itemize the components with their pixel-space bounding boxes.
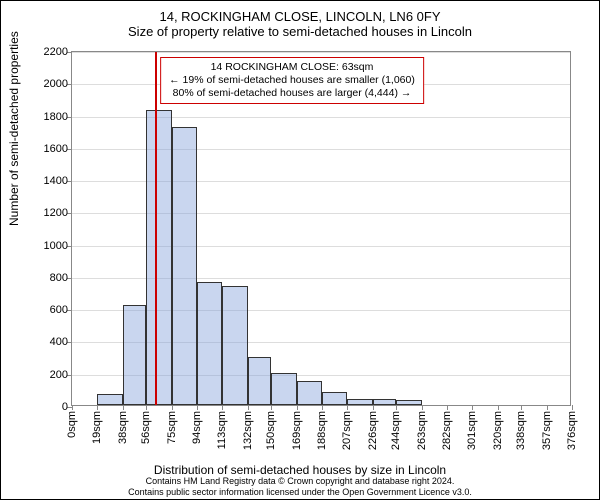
ytick-label: 1400: [44, 175, 68, 187]
xtick-label: 150sqm: [265, 411, 277, 450]
xtick-label: 0sqm: [66, 411, 78, 438]
xtick-mark: [396, 405, 397, 410]
chart-titles: 14, ROCKINGHAM CLOSE, LINCOLN, LN6 0FY S…: [1, 1, 599, 39]
xtick-mark: [373, 405, 374, 410]
xtick-mark: [172, 405, 173, 410]
xtick-label: 263sqm: [416, 411, 428, 450]
xtick-label: 169sqm: [291, 411, 303, 450]
xtick-label: 338sqm: [515, 411, 527, 450]
histogram-bar: [271, 373, 296, 405]
ytick-label: 1800: [44, 111, 68, 123]
xtick-label: 132sqm: [242, 411, 254, 450]
annotation-box: 14 ROCKINGHAM CLOSE: 63sqm← 19% of semi-…: [160, 57, 424, 104]
xtick-mark: [498, 405, 499, 410]
xtick-label: 320sqm: [492, 411, 504, 450]
ytick-label: 1000: [44, 240, 68, 252]
xtick-mark: [248, 405, 249, 410]
annotation-line-3: 80% of semi-detached houses are larger (…: [169, 87, 415, 100]
histogram-bar: [248, 357, 272, 405]
xtick-label: 207sqm: [341, 411, 353, 450]
property-marker-line: [155, 52, 157, 405]
xtick-mark: [422, 405, 423, 410]
histogram-bar: [373, 399, 397, 405]
xtick-mark: [347, 405, 348, 410]
xtick-label: 226sqm: [367, 411, 379, 450]
xtick-mark: [271, 405, 272, 410]
ytick-label: 1200: [44, 207, 68, 219]
xtick-mark: [447, 405, 448, 410]
ytick-label: 200: [50, 369, 68, 381]
xtick-mark: [547, 405, 548, 410]
xtick-mark: [297, 405, 298, 410]
xtick-label: 244sqm: [390, 411, 402, 450]
histogram-bar: [322, 392, 347, 405]
xtick-label: 56sqm: [140, 411, 152, 444]
footer-line-1: Contains HM Land Registry data © Crown c…: [1, 476, 599, 486]
footer-attribution: Contains HM Land Registry data © Crown c…: [1, 476, 599, 497]
xtick-mark: [72, 405, 73, 410]
y-axis-label: Number of semi-detached properties: [7, 31, 21, 226]
ytick-label: 800: [50, 272, 68, 284]
xtick-label: 376sqm: [566, 411, 578, 450]
xtick-label: 19sqm: [91, 411, 103, 444]
xtick-mark: [521, 405, 522, 410]
xtick-mark: [146, 405, 147, 410]
xtick-label: 301sqm: [466, 411, 478, 450]
histogram-bar: [172, 127, 197, 405]
ytick-label: 400: [50, 336, 68, 348]
xtick-label: 75sqm: [166, 411, 178, 444]
xtick-label: 188sqm: [316, 411, 328, 450]
title-line-2: Size of property relative to semi-detach…: [1, 24, 599, 39]
xtick-mark: [472, 405, 473, 410]
histogram-bar: [222, 286, 247, 405]
annotation-line-2: ← 19% of semi-detached houses are smalle…: [169, 74, 415, 87]
histogram-bar: [97, 394, 122, 405]
histogram-chart: 0200400600800100012001400160018002000220…: [71, 51, 571, 406]
xtick-label: 113sqm: [216, 411, 228, 449]
xtick-mark: [572, 405, 573, 410]
footer-line-2: Contains public sector information licen…: [1, 487, 599, 497]
xtick-mark: [222, 405, 223, 410]
xtick-mark: [197, 405, 198, 410]
xtick-mark: [123, 405, 124, 410]
ytick-label: 2200: [44, 46, 68, 58]
histogram-bar: [297, 381, 322, 405]
grid-line: [72, 52, 570, 53]
histogram-bar: [347, 399, 372, 405]
title-line-1: 14, ROCKINGHAM CLOSE, LINCOLN, LN6 0FY: [1, 9, 599, 24]
xtick-label: 282sqm: [441, 411, 453, 450]
annotation-line-1: 14 ROCKINGHAM CLOSE: 63sqm: [169, 61, 415, 74]
ytick-label: 600: [50, 304, 68, 316]
ytick-label: 1600: [44, 143, 68, 155]
ytick-label: 2000: [44, 78, 68, 90]
xtick-label: 94sqm: [191, 411, 203, 444]
x-axis-label: Distribution of semi-detached houses by …: [1, 463, 599, 477]
histogram-bar: [123, 305, 147, 405]
histogram-bar: [146, 110, 171, 405]
xtick-mark: [322, 405, 323, 410]
xtick-label: 38sqm: [117, 411, 129, 444]
histogram-bar: [396, 400, 421, 405]
histogram-bar: [197, 282, 222, 405]
xtick-mark: [97, 405, 98, 410]
xtick-label: 357sqm: [541, 411, 553, 450]
